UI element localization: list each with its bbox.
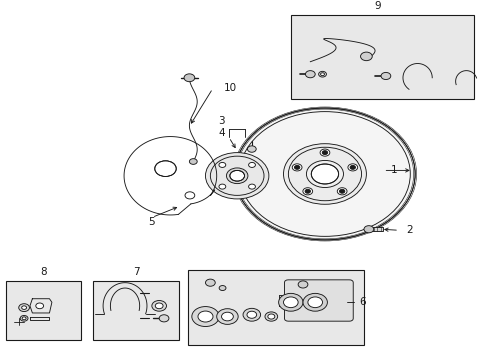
Circle shape xyxy=(205,279,215,286)
Text: 4: 4 xyxy=(218,128,224,138)
FancyBboxPatch shape xyxy=(284,280,352,321)
Bar xyxy=(93,281,178,340)
Circle shape xyxy=(339,189,344,193)
Circle shape xyxy=(278,293,303,311)
Circle shape xyxy=(155,303,163,309)
Circle shape xyxy=(36,303,43,309)
Circle shape xyxy=(246,311,256,318)
Circle shape xyxy=(322,150,327,154)
Circle shape xyxy=(318,71,326,77)
Circle shape xyxy=(183,74,194,82)
Circle shape xyxy=(283,297,298,308)
Circle shape xyxy=(363,226,373,233)
Circle shape xyxy=(360,52,371,60)
Circle shape xyxy=(302,188,312,195)
Bar xyxy=(369,227,383,231)
Text: 1: 1 xyxy=(390,166,397,175)
Circle shape xyxy=(221,312,233,321)
Circle shape xyxy=(219,285,225,291)
Circle shape xyxy=(264,312,277,321)
Circle shape xyxy=(283,144,366,204)
Circle shape xyxy=(267,314,274,319)
Circle shape xyxy=(320,73,324,76)
Circle shape xyxy=(205,153,268,199)
Text: 8: 8 xyxy=(40,267,46,277)
Circle shape xyxy=(306,161,343,188)
Circle shape xyxy=(155,161,176,176)
Circle shape xyxy=(189,159,197,165)
Circle shape xyxy=(19,304,29,311)
Text: 5: 5 xyxy=(148,217,155,228)
Circle shape xyxy=(305,71,315,78)
Circle shape xyxy=(159,315,168,322)
Text: 2: 2 xyxy=(406,225,412,235)
Circle shape xyxy=(347,164,357,171)
Circle shape xyxy=(184,192,194,199)
Text: 10: 10 xyxy=(224,83,237,93)
Text: 6: 6 xyxy=(358,297,365,307)
Bar xyxy=(5,281,81,340)
Circle shape xyxy=(234,108,414,240)
Circle shape xyxy=(294,165,299,169)
Circle shape xyxy=(229,170,244,181)
Circle shape xyxy=(311,164,338,184)
Circle shape xyxy=(248,162,255,167)
Circle shape xyxy=(20,315,28,321)
Text: 7: 7 xyxy=(132,267,139,277)
Circle shape xyxy=(219,184,225,189)
Circle shape xyxy=(248,184,255,189)
Bar xyxy=(188,270,363,345)
Circle shape xyxy=(305,189,310,193)
Circle shape xyxy=(380,72,390,80)
Circle shape xyxy=(320,149,329,156)
Circle shape xyxy=(337,188,346,195)
Circle shape xyxy=(226,168,247,184)
Circle shape xyxy=(216,309,238,324)
Bar xyxy=(290,15,473,99)
Circle shape xyxy=(198,311,213,322)
Text: 9: 9 xyxy=(373,1,380,12)
Circle shape xyxy=(219,162,225,167)
Circle shape xyxy=(21,306,26,309)
Circle shape xyxy=(303,293,327,311)
Circle shape xyxy=(247,146,256,152)
Text: 3: 3 xyxy=(218,116,224,126)
Circle shape xyxy=(152,301,166,311)
Circle shape xyxy=(191,307,219,327)
Circle shape xyxy=(292,164,302,171)
Circle shape xyxy=(243,309,260,321)
Circle shape xyxy=(349,165,355,169)
Circle shape xyxy=(307,297,322,308)
Circle shape xyxy=(298,281,307,288)
Circle shape xyxy=(22,317,26,320)
